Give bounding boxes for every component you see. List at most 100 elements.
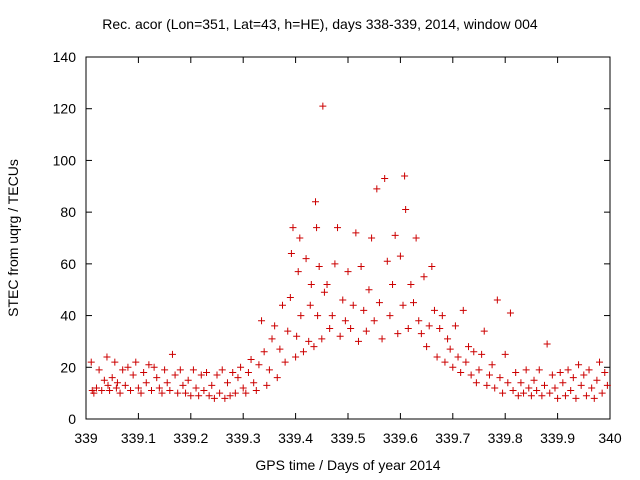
- data-point: [425, 322, 433, 330]
- y-tick-label: 60: [60, 256, 76, 272]
- data-point: [381, 175, 389, 183]
- data-point: [569, 374, 577, 382]
- data-point: [493, 296, 501, 304]
- plot-frame: [85, 56, 611, 420]
- data-point: [535, 366, 543, 374]
- data-point: [336, 332, 344, 340]
- data-point: [231, 389, 239, 397]
- data-point: [134, 384, 142, 392]
- data-point: [472, 379, 480, 387]
- data-point: [389, 281, 397, 289]
- data-point: [112, 384, 120, 392]
- data-point: [200, 387, 208, 395]
- data-point: [572, 394, 580, 402]
- data-point: [436, 325, 444, 332]
- data-point: [103, 353, 111, 361]
- data-point: [478, 350, 486, 358]
- data-point: [538, 392, 546, 400]
- data-point: [226, 392, 234, 400]
- x-tick-label: 339.5: [330, 430, 365, 446]
- data-point: [504, 379, 512, 387]
- data-point: [279, 301, 286, 309]
- data-point: [203, 368, 211, 376]
- data-point: [399, 301, 407, 309]
- data-point: [286, 293, 294, 301]
- data-point: [294, 268, 302, 276]
- data-point: [559, 379, 567, 387]
- x-tick-label: 339.6: [383, 430, 418, 446]
- data-point: [312, 198, 320, 206]
- data-point: [260, 348, 268, 356]
- data-point: [292, 353, 300, 361]
- data-point: [585, 366, 593, 374]
- y-tick-label: 0: [68, 411, 76, 427]
- data-point: [341, 317, 349, 325]
- data-point: [551, 384, 559, 392]
- data-point: [163, 379, 171, 387]
- data-point: [237, 363, 245, 371]
- data-point: [150, 363, 158, 371]
- data-point: [155, 384, 163, 392]
- data-point: [360, 306, 368, 314]
- data-point: [182, 389, 190, 397]
- data-point: [404, 325, 412, 332]
- data-point: [223, 379, 231, 387]
- data-point: [582, 392, 590, 400]
- data-point: [113, 379, 121, 387]
- data-point: [158, 389, 166, 397]
- data-point: [252, 387, 260, 395]
- data-point: [319, 102, 327, 110]
- data-point: [543, 340, 551, 348]
- data-point: [467, 371, 475, 379]
- data-point: [446, 345, 454, 353]
- data-point: [216, 389, 224, 397]
- data-point: [512, 368, 520, 376]
- data-point: [485, 371, 493, 379]
- data-point: [268, 335, 276, 343]
- data-point: [575, 361, 583, 369]
- data-point: [394, 330, 402, 338]
- data-point: [129, 371, 137, 379]
- data-point: [577, 381, 585, 389]
- data-point: [284, 327, 292, 335]
- data-point: [239, 384, 247, 392]
- data-point: [119, 366, 127, 374]
- data-point: [104, 381, 112, 389]
- data-point: [352, 229, 360, 237]
- data-point: [433, 353, 441, 361]
- data-point: [296, 234, 304, 242]
- data-point: [451, 322, 459, 330]
- data-point: [417, 330, 425, 338]
- y-tick-label: 80: [60, 204, 76, 220]
- data-point: [153, 374, 161, 382]
- data-point: [92, 384, 100, 392]
- y-axis-label: STEC from uqrg / TECUs: [5, 159, 21, 317]
- x-axis-label: GPS time / Days of year 2014: [255, 457, 441, 473]
- data-point: [318, 335, 326, 343]
- data-point: [90, 389, 98, 397]
- y-tick-label: 40: [60, 308, 76, 324]
- data-point: [258, 317, 266, 325]
- x-tick-label: 339.1: [121, 430, 156, 446]
- data-point: [281, 358, 289, 366]
- data-point: [588, 384, 596, 392]
- x-tick-label: 340: [598, 430, 622, 446]
- data-point: [548, 371, 556, 379]
- data-point: [465, 343, 473, 351]
- data-point: [142, 379, 150, 387]
- data-point: [106, 387, 114, 395]
- y-tick-label: 20: [60, 359, 76, 375]
- data-point: [184, 376, 192, 384]
- data-point: [430, 306, 438, 314]
- data-point: [174, 389, 182, 397]
- data-point: [210, 394, 218, 402]
- chart-title: Rec. acor (Lon=351, Lat=43, h=HE), days …: [102, 16, 538, 32]
- data-point: [593, 376, 601, 384]
- data-point: [339, 296, 347, 304]
- data-point: [344, 268, 352, 276]
- data-point: [299, 348, 307, 356]
- data-point: [462, 358, 470, 366]
- data-point: [271, 322, 279, 330]
- data-point: [603, 381, 611, 389]
- data-point: [213, 371, 221, 379]
